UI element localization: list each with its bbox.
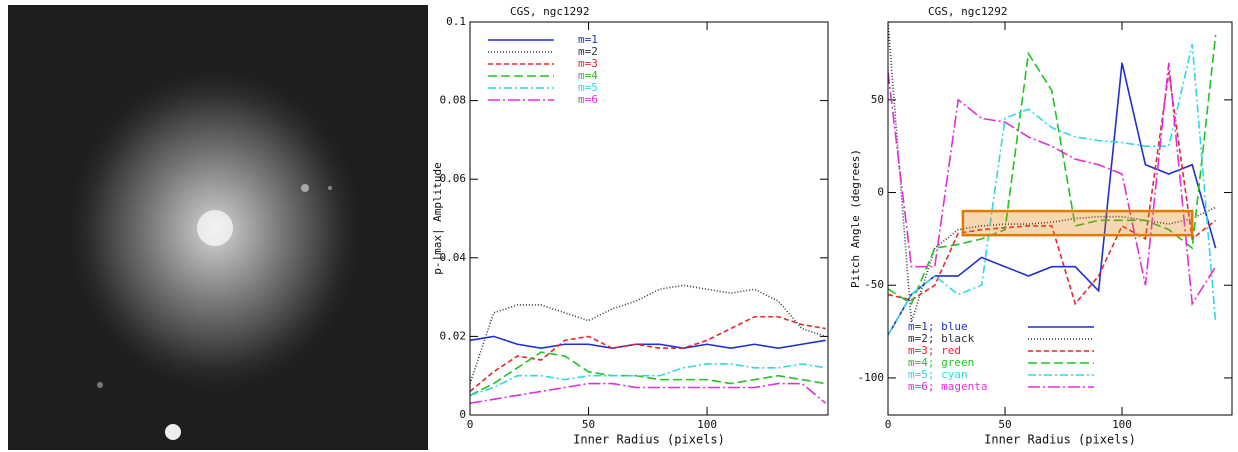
series-line bbox=[888, 62, 1217, 307]
series-line bbox=[470, 284, 826, 384]
x-tick-label: 50 bbox=[998, 418, 1011, 431]
series-line bbox=[888, 44, 1217, 336]
legend-label: m=3; red bbox=[908, 344, 961, 357]
plot-lines bbox=[470, 284, 827, 404]
series-line bbox=[470, 335, 826, 350]
plot-frame bbox=[887, 21, 1233, 416]
x-tick-label: 100 bbox=[697, 418, 717, 431]
y-tick-label: 0.06 bbox=[440, 172, 467, 185]
x-tick-label: 0 bbox=[885, 418, 892, 431]
legend-label: m=4 bbox=[578, 69, 598, 82]
y-tick-label: 0 bbox=[877, 186, 884, 199]
x-tick-label: 0 bbox=[467, 418, 474, 431]
legend-label: m=2; black bbox=[908, 332, 975, 345]
series-line bbox=[470, 351, 826, 397]
x-axis-label: Inner Radius (pixels) bbox=[573, 433, 725, 447]
plot-frame bbox=[469, 21, 829, 416]
series-line bbox=[470, 315, 826, 393]
chart-title: CGS, ngc1292 bbox=[510, 5, 589, 18]
legend-label: m=5 bbox=[578, 81, 598, 94]
series-line bbox=[888, 62, 1217, 336]
series-line bbox=[470, 363, 826, 397]
series-line bbox=[470, 382, 827, 404]
legend-label: m=4; green bbox=[908, 356, 974, 369]
y-tick-label: 0.08 bbox=[440, 94, 467, 107]
y-tick-label: 0.04 bbox=[440, 251, 467, 264]
x-axis-label: Inner Radius (pixels) bbox=[984, 433, 1136, 447]
y-tick-label: -100 bbox=[858, 371, 885, 384]
y-tick-label: 0.1 bbox=[446, 15, 466, 28]
highlight-box bbox=[961, 209, 1194, 237]
y-tick-label: 50 bbox=[871, 93, 884, 106]
legend-label: m=2 bbox=[578, 45, 598, 58]
legend-label: m=3 bbox=[578, 57, 598, 70]
chart-title: CGS, ngc1292 bbox=[928, 5, 1007, 18]
y-tick-label: 0 bbox=[459, 408, 466, 421]
series-line bbox=[888, 71, 1217, 306]
y-tick-label: -50 bbox=[864, 278, 884, 291]
plot-lines bbox=[888, 22, 1217, 336]
series-line bbox=[888, 34, 1217, 305]
legend-label: m=5; cyan bbox=[908, 368, 968, 381]
y-axis-label: p-|max| Amplitude bbox=[431, 162, 444, 275]
legend-label: m=1 bbox=[578, 33, 598, 46]
legend-label: m=6; magenta bbox=[908, 380, 987, 393]
x-tick-label: 50 bbox=[582, 418, 595, 431]
legend-label: m=6 bbox=[578, 93, 598, 106]
x-tick-label: 100 bbox=[1112, 418, 1132, 431]
legend-label: m=1; blue bbox=[908, 320, 968, 333]
y-axis-label: Pitch Angle (degrees) bbox=[849, 149, 862, 288]
y-tick-label: 0.02 bbox=[440, 329, 467, 342]
series-line bbox=[888, 22, 1216, 323]
galaxy-image bbox=[8, 5, 428, 450]
